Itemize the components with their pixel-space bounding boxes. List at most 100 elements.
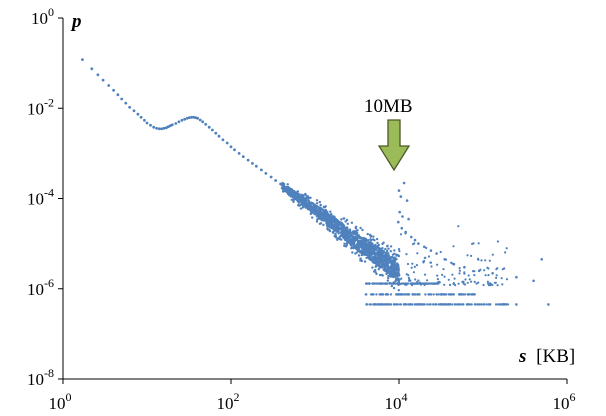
data-point	[160, 127, 164, 131]
outlier-point	[397, 189, 401, 192]
discrete-band-point	[463, 293, 467, 296]
x-axis-symbol: s	[518, 346, 526, 367]
discrete-band-point	[404, 303, 407, 306]
discrete-band-point	[444, 293, 447, 296]
discrete-band-point	[422, 303, 425, 306]
tail-point	[468, 278, 471, 281]
band-point	[392, 286, 396, 290]
band-point	[395, 262, 398, 266]
tail-point	[396, 265, 399, 268]
discrete-band-point	[427, 293, 430, 296]
band-point	[386, 279, 389, 282]
band-point	[325, 220, 328, 223]
discrete-band-point	[424, 293, 427, 296]
discrete-band-point	[440, 293, 443, 296]
discrete-band-point	[444, 303, 447, 306]
y-tick-exponent: -8	[44, 366, 54, 380]
discrete-band-point	[458, 303, 461, 306]
band-point	[383, 262, 386, 266]
band-point	[365, 250, 368, 253]
data-point	[96, 73, 100, 77]
discrete-band-point	[365, 303, 368, 306]
band-point	[389, 245, 393, 248]
discrete-band-point	[383, 303, 386, 306]
discrete-band-point	[478, 303, 481, 306]
tail-point	[425, 246, 428, 250]
band-point	[344, 245, 348, 248]
tail-point	[416, 252, 419, 255]
band-point	[350, 240, 353, 243]
y-tick-base: 10	[27, 370, 44, 389]
band-point	[347, 232, 350, 235]
band-point	[322, 223, 325, 227]
band-point	[330, 221, 333, 224]
tail-point	[410, 266, 413, 269]
discrete-band-point	[414, 303, 417, 306]
band-point	[371, 260, 374, 263]
discrete-band-point	[437, 282, 440, 285]
band-point	[353, 245, 356, 248]
band-point	[310, 201, 313, 205]
band-point	[365, 248, 369, 252]
discrete-band-point	[392, 282, 395, 285]
band-point	[304, 194, 308, 197]
band-point	[319, 222, 323, 225]
tail-point	[407, 274, 410, 277]
data-point	[120, 97, 124, 101]
discrete-band-point	[416, 293, 419, 296]
band-point	[337, 220, 340, 223]
discrete-band-point	[453, 303, 457, 306]
discrete-band-point	[452, 293, 456, 296]
band-point	[386, 245, 389, 248]
data-point	[221, 138, 225, 142]
tail-point	[395, 277, 398, 280]
data-point	[116, 93, 120, 97]
band-point	[369, 255, 372, 258]
band-point	[292, 200, 295, 204]
band-point	[365, 245, 368, 248]
discrete-band-point	[470, 293, 473, 296]
tail-point	[415, 264, 418, 267]
band-point	[344, 231, 348, 235]
outlier-point	[463, 265, 466, 269]
discrete-band-point	[385, 282, 388, 285]
y-tick-exponent: -2	[44, 95, 54, 109]
discrete-band-point	[409, 282, 412, 285]
tail-point	[451, 273, 454, 276]
band-point	[375, 237, 379, 241]
tail-point	[483, 269, 486, 272]
data-point	[185, 116, 189, 120]
band-point	[307, 206, 310, 209]
data-point	[145, 121, 149, 125]
band-point	[356, 229, 359, 232]
band-point	[302, 194, 305, 197]
band-point	[344, 220, 347, 223]
band-point	[341, 225, 344, 228]
discrete-band-point	[411, 282, 415, 285]
discrete-band-point	[457, 293, 461, 296]
band-point	[345, 240, 349, 243]
tail-point	[484, 259, 487, 262]
band-point	[309, 196, 312, 199]
band-point	[360, 259, 364, 263]
band-point	[320, 214, 323, 217]
discrete-band-point	[399, 293, 403, 296]
band-point	[384, 267, 387, 270]
y-tick-label: 100	[31, 5, 54, 28]
band-point	[382, 241, 385, 244]
tail-point	[407, 276, 410, 279]
discrete-band-point	[501, 303, 505, 306]
band-point	[362, 253, 365, 256]
band-point	[333, 220, 336, 223]
band-point	[374, 265, 377, 268]
band-point	[315, 199, 319, 202]
tail-point	[436, 274, 439, 277]
band-point	[322, 205, 325, 209]
band-point	[355, 251, 359, 254]
band-point	[344, 226, 347, 229]
y-tick-exponent: 0	[48, 5, 54, 19]
outlier-point	[405, 199, 409, 202]
band-point	[290, 192, 294, 195]
tail-point	[473, 280, 476, 283]
band-point	[308, 202, 311, 205]
